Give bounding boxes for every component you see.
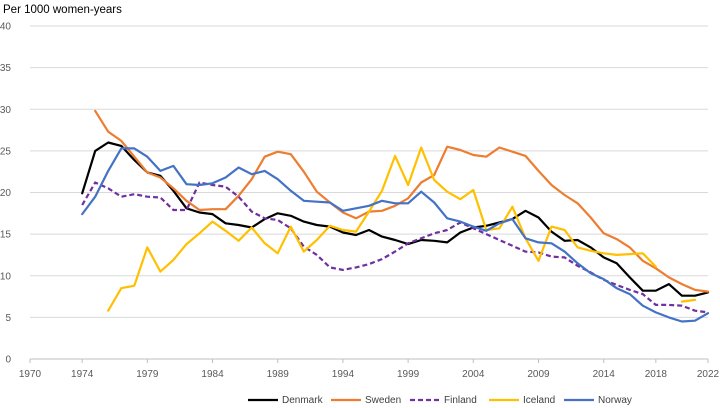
legend-label-sweden: Sweden (365, 395, 401, 406)
legend-label-iceland: Iceland (523, 395, 555, 406)
y-tick-label: 30 (0, 105, 11, 116)
series-line-denmark (81, 141, 710, 297)
x-tick-label: 1994 (332, 369, 355, 380)
y-tick-label: 5 (5, 313, 11, 324)
x-tick-label: 2018 (645, 369, 668, 380)
x-tick-label: 1989 (267, 369, 290, 380)
series-line-iceland (680, 298, 697, 303)
x-tick-label: 2022 (697, 369, 720, 380)
y-axis-tick-labels: 0 5 10 15 20 25 30 35 40 (0, 22, 11, 366)
x-tick-label: 2014 (593, 369, 616, 380)
x-tick-label: 1999 (397, 369, 420, 380)
series-line-iceland (107, 146, 657, 312)
y-tick-label: 40 (0, 22, 11, 33)
gridlines (29, 25, 709, 363)
x-tick-label: 2004 (462, 369, 485, 380)
series-line-norway (81, 147, 710, 323)
x-tick-label: 1984 (201, 369, 224, 380)
x-tick-label: 2009 (527, 369, 550, 380)
y-tick-label: 25 (0, 146, 11, 157)
x-tick-label: 1970 (19, 369, 42, 380)
x-tick-label: 1979 (136, 369, 159, 380)
series-line-sweden (94, 109, 710, 293)
chart-title: Per 1000 women-years (3, 4, 122, 16)
series-line-finland (81, 181, 709, 314)
legend-label-finland: Finland (444, 395, 477, 406)
legend: Denmark Sweden Finland Iceland Norway (248, 395, 632, 406)
y-tick-label: 35 (0, 63, 11, 74)
legend-label-denmark: Denmark (282, 395, 324, 406)
x-axis-tick-labels: 1970 1974 1979 1984 1989 1994 1999 2004 2009 2014… (19, 369, 720, 380)
series-lines (81, 109, 710, 323)
y-tick-label: 15 (0, 230, 11, 241)
x-tick-label: 1974 (71, 369, 94, 380)
legend-label-norway: Norway (598, 395, 632, 406)
y-tick-label: 10 (0, 271, 11, 282)
y-tick-label: 20 (0, 188, 11, 199)
y-tick-label: 0 (5, 355, 11, 366)
